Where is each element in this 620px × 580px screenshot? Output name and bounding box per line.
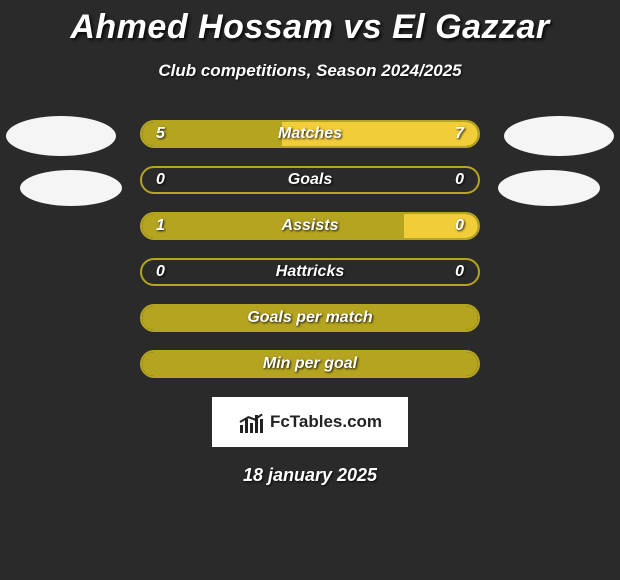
- comparison-infographic: Ahmed Hossam vs El Gazzar Club competiti…: [0, 0, 620, 486]
- stat-rows: Matches57Goals00Assists10Hattricks00Goal…: [0, 111, 620, 387]
- logo-band: FcTables.com: [212, 397, 408, 447]
- stat-value-right: 0: [455, 263, 464, 281]
- stat-row: Assists10: [0, 203, 620, 249]
- title-vs: vs: [343, 8, 382, 46]
- stat-bar-fill-right: [282, 122, 478, 146]
- stat-row: Goals 0 0: [0, 157, 620, 203]
- subtitle: Club competitions, Season 2024/2025: [0, 61, 620, 81]
- stat-label: Hattricks: [276, 263, 344, 281]
- stat-value-left: 0: [156, 171, 165, 189]
- fctables-logo-icon: [238, 411, 264, 433]
- stat-bar-fill-left: [142, 122, 282, 146]
- stat-row: Matches57: [0, 111, 620, 157]
- title-player2: El Gazzar: [392, 8, 550, 46]
- stat-row: Goals per match: [0, 295, 620, 341]
- logo-text: FcTables.com: [270, 412, 382, 432]
- stat-bar-fill-right: [404, 214, 478, 238]
- stat-bar-track: Goals per match: [140, 304, 480, 332]
- stat-bar-track: Assists10: [140, 212, 480, 240]
- stat-label: Goals: [288, 171, 332, 189]
- stat-bar-track: Goals 0 0: [140, 166, 480, 194]
- stat-bar-track: Min per goal: [140, 350, 480, 378]
- stat-row: Hattricks 0 0: [0, 249, 620, 295]
- stat-value-right: 0: [455, 171, 464, 189]
- stat-bar-fill-left: [142, 306, 478, 330]
- stat-bar-track: Matches57: [140, 120, 480, 148]
- page-title: Ahmed Hossam vs El Gazzar: [0, 8, 620, 47]
- stat-value-left: 0: [156, 263, 165, 281]
- date-text: 18 january 2025: [0, 465, 620, 486]
- stat-bar-fill-left: [142, 214, 404, 238]
- stat-bar-track: Hattricks 0 0: [140, 258, 480, 286]
- stat-row: Min per goal: [0, 341, 620, 387]
- stat-bar-fill-left: [142, 352, 478, 376]
- title-player1: Ahmed Hossam: [70, 8, 333, 46]
